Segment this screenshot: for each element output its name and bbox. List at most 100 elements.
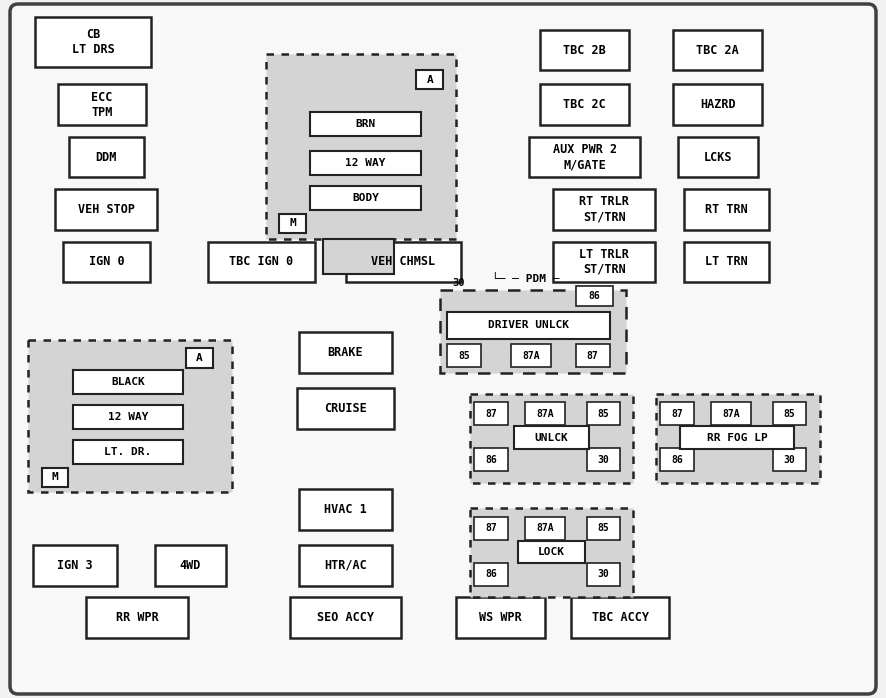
Text: 30: 30 [452, 278, 464, 288]
Text: A: A [196, 353, 203, 363]
Bar [773, 448, 806, 471]
Bar [576, 344, 610, 367]
Bar [290, 597, 400, 638]
Bar [571, 597, 669, 638]
Text: 85: 85 [597, 408, 610, 419]
Text: 85: 85 [597, 523, 610, 533]
Bar [673, 84, 762, 125]
Bar [55, 189, 157, 230]
Bar [58, 84, 146, 125]
Text: BLACK: BLACK [111, 377, 145, 387]
Text: RR FOG LP: RR FOG LP [707, 433, 767, 443]
Bar [474, 563, 508, 586]
Bar [33, 545, 117, 586]
Bar [511, 344, 551, 367]
Bar [587, 448, 620, 471]
Bar [587, 402, 620, 425]
Bar [684, 189, 768, 230]
Bar [656, 394, 820, 483]
Text: 4WD: 4WD [180, 559, 201, 572]
Text: HAZRD: HAZRD [700, 98, 735, 111]
Bar [680, 426, 794, 449]
Text: 87A: 87A [523, 350, 540, 361]
Bar [678, 137, 758, 177]
Text: LCKS: LCKS [703, 151, 732, 163]
Bar [310, 186, 421, 210]
Bar [711, 402, 751, 425]
Bar [186, 348, 213, 368]
Bar [63, 242, 150, 282]
Text: RT TRLR
ST/TRN: RT TRLR ST/TRN [579, 195, 629, 223]
Text: UNLCK: UNLCK [534, 433, 569, 443]
Text: LOCK: LOCK [538, 547, 565, 557]
Text: WS WPR: WS WPR [479, 611, 522, 624]
Bar [470, 508, 633, 597]
Text: BODY: BODY [352, 193, 379, 203]
Bar [440, 290, 626, 373]
Bar [474, 402, 508, 425]
FancyBboxPatch shape [10, 4, 876, 694]
Text: 87A: 87A [723, 408, 740, 419]
Bar [87, 597, 188, 638]
Text: AUX PWR 2
M/GATE: AUX PWR 2 M/GATE [553, 143, 617, 171]
Bar [73, 370, 183, 394]
Text: SEO ACCY: SEO ACCY [317, 611, 374, 624]
Text: 85: 85 [458, 350, 470, 361]
Text: HVAC 1: HVAC 1 [324, 503, 367, 516]
Bar [540, 84, 629, 125]
Bar [208, 242, 315, 282]
Text: CRUISE: CRUISE [324, 402, 367, 415]
Bar [299, 332, 392, 373]
Text: 87A: 87A [537, 408, 554, 419]
Bar [525, 517, 565, 540]
Text: TBC 2A: TBC 2A [696, 44, 739, 57]
Text: 87: 87 [671, 408, 683, 419]
Bar [518, 541, 585, 563]
Bar [447, 312, 610, 339]
Bar [266, 54, 456, 239]
Bar [42, 468, 68, 487]
Bar [673, 30, 762, 70]
Text: DRIVER UNLCK: DRIVER UNLCK [488, 320, 569, 330]
Text: 30: 30 [597, 569, 610, 579]
Bar [660, 402, 694, 425]
Text: 86: 86 [671, 454, 683, 465]
Text: 85: 85 [783, 408, 796, 419]
Bar [587, 563, 620, 586]
Text: 30: 30 [597, 454, 610, 465]
Text: 12 WAY: 12 WAY [108, 412, 148, 422]
Text: 87: 87 [485, 408, 497, 419]
Text: M: M [289, 218, 296, 228]
Bar [323, 239, 394, 274]
Text: RR WPR: RR WPR [116, 611, 159, 624]
Bar [310, 151, 421, 175]
Text: A: A [426, 75, 433, 84]
Bar [299, 489, 392, 530]
Bar [35, 17, 151, 67]
Bar [474, 517, 508, 540]
Bar [68, 137, 144, 177]
Text: VEH STOP: VEH STOP [78, 203, 135, 216]
Bar [576, 286, 613, 306]
Bar [525, 402, 565, 425]
Text: M: M [51, 473, 58, 482]
Text: TBC IGN 0: TBC IGN 0 [229, 255, 293, 268]
Text: ECC
TPM: ECC TPM [91, 91, 113, 119]
Text: VEH CHMSL: VEH CHMSL [371, 255, 435, 268]
Text: 87: 87 [587, 350, 599, 361]
Bar [587, 517, 620, 540]
Bar [447, 344, 481, 367]
Bar [514, 426, 589, 449]
Bar [660, 448, 694, 471]
Bar [310, 112, 421, 136]
Text: HTR/AC: HTR/AC [324, 559, 367, 572]
Bar [416, 70, 443, 89]
Bar [529, 137, 640, 177]
Text: 87: 87 [485, 523, 497, 533]
Text: TBC 2C: TBC 2C [563, 98, 606, 111]
Bar [474, 448, 508, 471]
Bar [540, 30, 629, 70]
Text: LT TRN: LT TRN [705, 255, 748, 268]
Bar [73, 440, 183, 464]
Text: 86: 86 [485, 569, 497, 579]
